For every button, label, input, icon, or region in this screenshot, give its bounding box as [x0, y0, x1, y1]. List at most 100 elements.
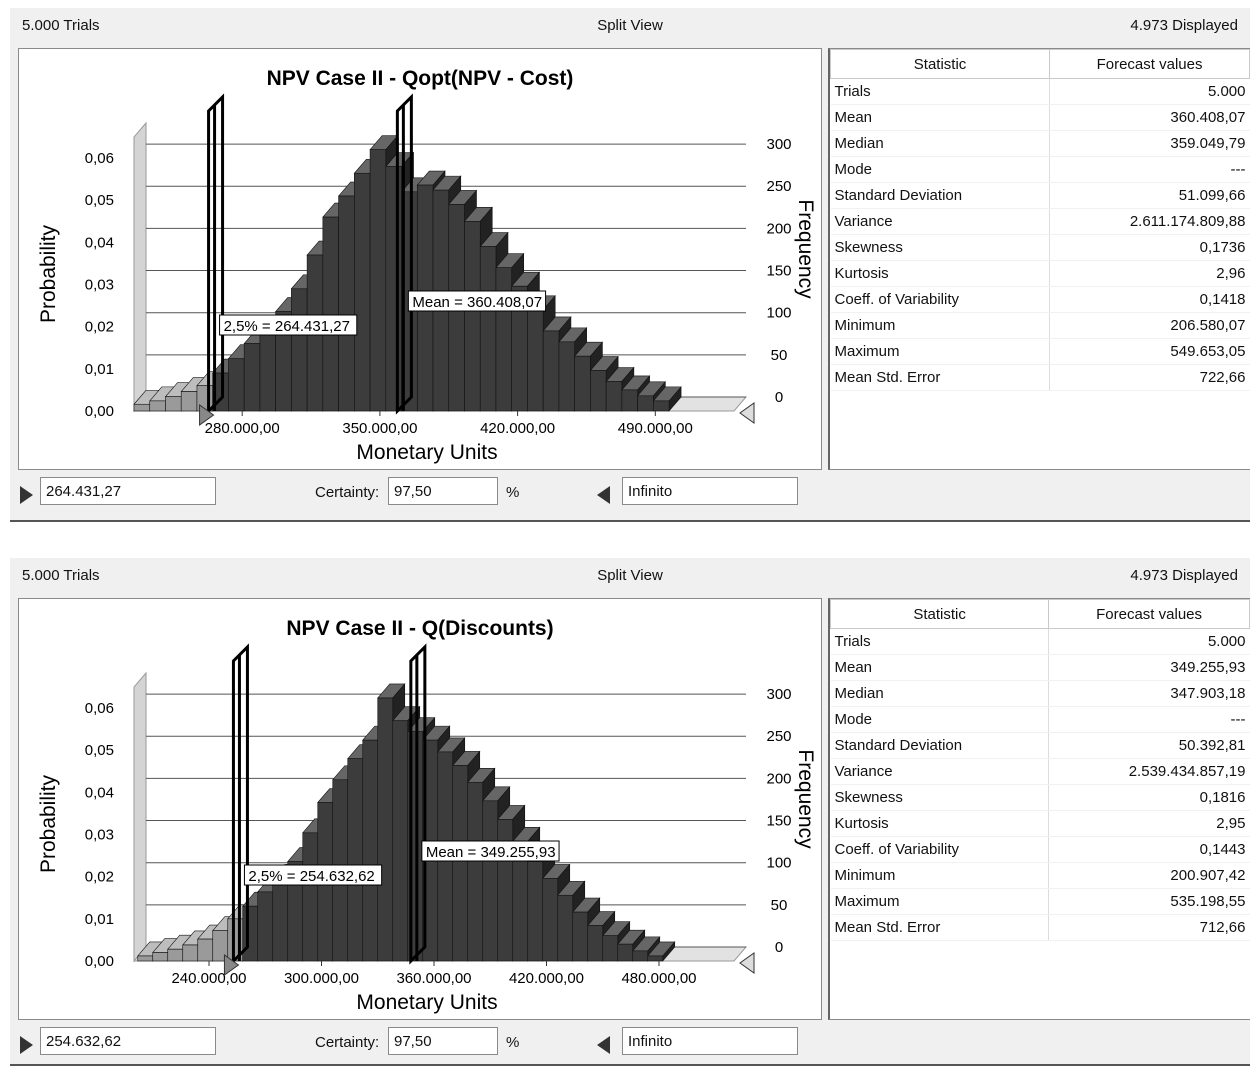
panel-header: 5.000 Trials Split View 4.973 Displayed [10, 8, 1250, 42]
chart-side-wall [133, 121, 147, 413]
forecast-panel-2: 5.000 Trials Split View 4.973 Displayed … [10, 558, 1250, 1066]
lower-grabber-icon[interactable] [20, 1036, 33, 1054]
stat-value: 50.392,81 [1048, 732, 1250, 759]
upper-bound-field[interactable]: Infinito [622, 1027, 798, 1055]
stat-value: 200.907,42 [1048, 862, 1250, 889]
stat-row[interactable]: Minimum 206.580,07 [830, 312, 1250, 339]
stat-row[interactable]: Kurtosis 2,96 [830, 260, 1250, 287]
stat-row[interactable]: Skewness 0,1816 [830, 784, 1250, 811]
certainty-label: Certainty: [315, 1034, 380, 1051]
x-tick-label: 480.000,00 [621, 970, 696, 987]
statistic-column-header[interactable]: Statistic [829, 49, 1051, 79]
y2-tick-label: 200 [766, 770, 791, 787]
cutoff-label: 2,5% = 264.431,27 [219, 314, 358, 336]
y2-tick-label: 250 [766, 728, 791, 745]
upper-grabber-icon[interactable] [739, 952, 755, 974]
lower-grabber-icon[interactable] [20, 486, 33, 504]
mean-label: Mean = 360.408,07 [407, 290, 547, 312]
lower-grabber-icon[interactable] [199, 404, 215, 426]
split-view-label[interactable]: Split View [597, 567, 663, 584]
y-tick-label: 0,04 [85, 784, 114, 801]
stat-row[interactable]: Coeff. of Variability 0,1443 [830, 836, 1250, 863]
stat-name: Coeff. of Variability [830, 286, 1050, 313]
histogram-bar [652, 386, 682, 412]
percent-sign: % [506, 1034, 520, 1051]
stat-row[interactable]: Mean 349.255,93 [830, 654, 1250, 681]
upper-bound-field[interactable]: Infinito [622, 477, 798, 505]
stat-row[interactable]: Mean Std. Error 712,66 [830, 914, 1250, 941]
y-tick-label: 0,01 [85, 361, 114, 378]
stat-row[interactable]: Kurtosis 2,95 [830, 810, 1250, 837]
lower-bound-field[interactable]: 264.431,27 [40, 477, 216, 505]
upper-grabber-icon[interactable] [739, 402, 755, 424]
y2-tick-label: 50 [771, 347, 788, 364]
stat-row[interactable]: Skewness 0,1736 [830, 234, 1250, 261]
y2-tick-label: 300 [766, 686, 791, 703]
stat-row[interactable]: Standard Deviation 51.099,66 [830, 182, 1250, 209]
stat-row[interactable]: Mean 360.408,07 [830, 104, 1250, 131]
stat-row[interactable]: Trials 5.000 [830, 78, 1250, 105]
stat-row[interactable]: Median 359.049,79 [830, 130, 1250, 157]
x-axis-label: Monetary Units [356, 991, 497, 1014]
histogram-chart[interactable]: NPV Case II - Q(Discounts) 0,00 0,01 0,02 0,… [19, 599, 821, 1019]
stat-row[interactable]: Variance 2.611.174.809,88 [830, 208, 1250, 235]
statistics-panel: Statistic Forecast values Trials 5.000 Mea… [828, 598, 1250, 1020]
lower-grabber-icon[interactable] [223, 954, 240, 976]
stat-row[interactable]: Trials 5.000 [830, 628, 1250, 655]
stat-value: 722,66 [1049, 364, 1250, 391]
mean-marker[interactable] [409, 643, 427, 965]
forecast-panel-1: 5.000 Trials Split View 4.973 Displayed … [10, 8, 1250, 522]
statistic-column-header[interactable]: Statistic [829, 599, 1050, 629]
certainty-label: Certainty: [315, 484, 380, 501]
lower-bound-field[interactable]: 254.632,62 [40, 1027, 216, 1055]
stat-value: 2,95 [1048, 810, 1250, 837]
y2-tick-label: 200 [766, 220, 791, 237]
stat-name: Kurtosis [830, 260, 1050, 287]
histogram-chart[interactable]: NPV Case II - Qopt(NPV - Cost) 0,00 0,01 0,… [19, 49, 821, 469]
stat-row[interactable]: Median 347.903,18 [830, 680, 1250, 707]
stat-value: 359.049,79 [1049, 130, 1250, 157]
y2-axis-label: Frequency [794, 749, 817, 849]
stat-value: 5.000 [1048, 628, 1250, 655]
forecast-chart[interactable]: NPV Case II - Qopt(NPV - Cost) 0,00 0,01 0,… [18, 48, 822, 470]
lower-cutoff-marker[interactable] [207, 93, 225, 415]
stat-row[interactable]: Minimum 200.907,42 [830, 862, 1250, 889]
stat-value: 2.539.434.857,19 [1048, 758, 1250, 785]
upper-grabber-icon[interactable] [597, 486, 610, 504]
stat-name: Maximum [830, 888, 1049, 915]
stat-row[interactable]: Mode --- [830, 156, 1250, 183]
stat-row[interactable]: Variance 2.539.434.857,19 [830, 758, 1250, 785]
y2-tick-label: 0 [775, 939, 783, 956]
stat-value: --- [1049, 156, 1250, 183]
percent-sign: % [506, 484, 520, 501]
stat-value: 0,1418 [1049, 286, 1250, 313]
y2-tick-label: 150 [766, 263, 791, 280]
stat-row[interactable]: Coeff. of Variability 0,1418 [830, 286, 1250, 313]
forecast-values-column-header[interactable]: Forecast values [1048, 599, 1250, 629]
lower-cutoff-marker[interactable] [231, 643, 249, 965]
forecast-chart[interactable]: NPV Case II - Q(Discounts) 0,00 0,01 0,02 0,… [18, 598, 822, 1020]
y2-tick-label: 100 [766, 855, 791, 872]
mean-marker[interactable] [395, 93, 413, 415]
stat-row[interactable]: Mode --- [830, 706, 1250, 733]
upper-grabber-icon[interactable] [597, 1036, 610, 1054]
split-view-label[interactable]: Split View [597, 17, 663, 34]
y2-tick-label: 50 [771, 897, 788, 914]
stat-value: 349.255,93 [1048, 654, 1250, 681]
certainty-field[interactable]: 97,50 [388, 477, 498, 505]
y-axis-label: Probability [37, 224, 60, 323]
stat-value: 347.903,18 [1048, 680, 1250, 707]
histogram-bar [647, 941, 676, 962]
stat-name: Variance [830, 208, 1050, 235]
certainty-field[interactable]: 97,50 [388, 1027, 498, 1055]
stat-row[interactable]: Maximum 535.198,55 [830, 888, 1250, 915]
forecast-values-column-header[interactable]: Forecast values [1049, 49, 1250, 79]
stat-name: Maximum [830, 338, 1050, 365]
stat-value: 2,96 [1049, 260, 1250, 287]
stat-value: 51.099,66 [1049, 182, 1250, 209]
y-tick-label: 0,01 [85, 911, 114, 928]
stat-row[interactable]: Maximum 549.653,05 [830, 338, 1250, 365]
x-axis-label: Monetary Units [356, 441, 497, 464]
stat-row[interactable]: Mean Std. Error 722,66 [830, 364, 1250, 391]
stat-row[interactable]: Standard Deviation 50.392,81 [830, 732, 1250, 759]
